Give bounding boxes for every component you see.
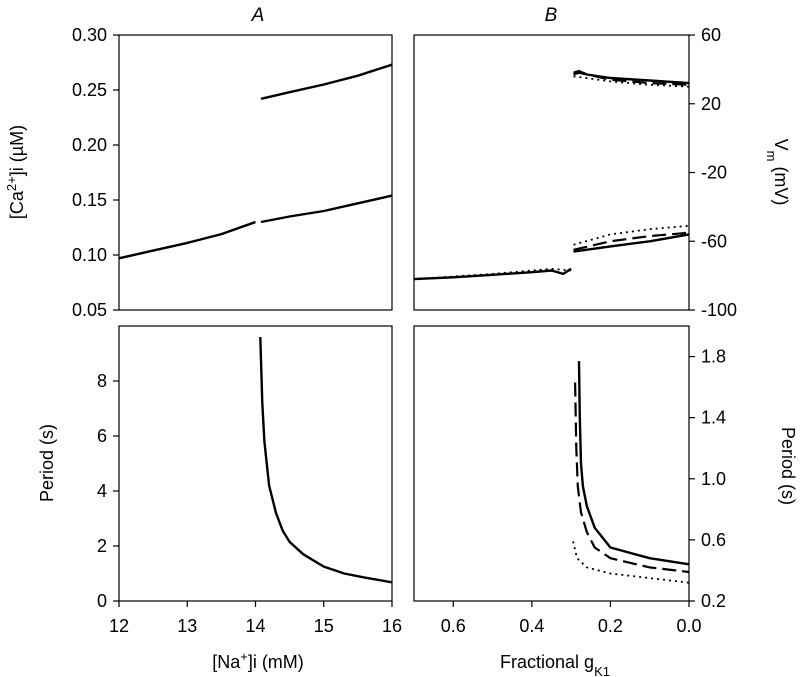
y-tick-label: -20 — [701, 163, 727, 183]
y-tick-label: 1.4 — [701, 408, 726, 428]
series-line-solid — [118, 220, 256, 260]
y-tick-label: 0.30 — [72, 25, 107, 45]
series-line-solid — [260, 63, 393, 100]
y-tick-label: 0.6 — [701, 530, 726, 550]
series-line-dashed — [573, 231, 690, 251]
series-line-dotted — [573, 224, 690, 246]
series-line-solid — [573, 233, 690, 253]
y-tick-label: 0.10 — [72, 245, 107, 265]
x-tick-label: 15 — [314, 616, 334, 636]
y-tick-label: 0.15 — [72, 190, 107, 210]
plot-frame — [413, 34, 690, 311]
x-tick-label: 16 — [382, 616, 402, 636]
x-tick-label: 14 — [245, 616, 265, 636]
series-line-dotted — [573, 75, 690, 88]
plot-frame — [413, 325, 690, 602]
plot-panels: 0.05 0.10 0.15 0.20 0.25 0.30 0 2 4 6 8 12 13 14 15 16 6… — [72, 25, 737, 636]
y-tick-label: 60 — [701, 25, 721, 45]
panel-a-bottom: 0 2 4 6 8 12 13 14 15 16 — [97, 325, 402, 636]
y-tick-label: 20 — [701, 94, 721, 114]
x-tick-label: 13 — [177, 616, 197, 636]
plot-frame — [118, 34, 393, 311]
series-line-solid — [260, 194, 393, 224]
panel-a-letter: A — [251, 5, 265, 26]
series-line-solid — [259, 336, 393, 584]
period-a-axis-title: Period (s) — [37, 424, 57, 502]
y-tick-label: 0 — [97, 591, 107, 611]
x-tick-label: 0.2 — [598, 616, 623, 636]
period-b-axis-title: Period (s) — [778, 427, 798, 505]
na-axis-title: [Na+]i (mM) — [212, 649, 304, 673]
series-line-solid — [413, 267, 572, 281]
x-tick-label: 0.0 — [676, 616, 701, 636]
panel-a-top: 0.05 0.10 0.15 0.20 0.25 0.30 — [72, 25, 393, 320]
y-tick-label: 0.25 — [72, 80, 107, 100]
x-tick-label: 0.6 — [441, 616, 466, 636]
y-tick-label: 1.8 — [701, 347, 726, 367]
series-line-dashed — [574, 382, 690, 574]
figure-labels: A B [Ca2+]i (µM) Period (s) Vm (mV) Peri… — [4, 5, 799, 677]
ca-axis-title: [Ca2+]i (µM) — [4, 125, 28, 219]
series-line-dashed — [573, 71, 690, 86]
panel-b-top: 60 20 -20 -60 -100 — [413, 25, 737, 320]
panel-b-bottom: 0.20.61.01.41.80.6 0.4 0.2 0.0 — [413, 325, 726, 636]
gk1-axis-title: Fractional gK1 — [500, 652, 610, 677]
x-tick-label: 0.4 — [519, 616, 544, 636]
vm-axis-title: Vm (mV) — [765, 139, 792, 206]
y-tick-label: 2 — [97, 536, 107, 556]
y-tick-label: -60 — [701, 231, 727, 251]
series-line-dotted — [572, 541, 690, 584]
y-tick-label: 1.0 — [701, 469, 726, 489]
series-line-dotted — [413, 267, 572, 280]
y-tick-label: 0.20 — [72, 135, 107, 155]
y-tick-label: 0.05 — [72, 300, 107, 320]
plot-frame — [118, 325, 393, 602]
panel-b-letter: B — [545, 5, 558, 26]
y-tick-label: 6 — [97, 426, 107, 446]
y-tick-label: 0.2 — [701, 591, 726, 611]
y-tick-label: 8 — [97, 371, 107, 391]
series-line-solid — [577, 361, 690, 566]
y-tick-label: 4 — [97, 481, 107, 501]
series-line-solid — [573, 69, 690, 85]
y-tick-label: -100 — [701, 300, 737, 320]
x-tick-label: 12 — [109, 616, 129, 636]
